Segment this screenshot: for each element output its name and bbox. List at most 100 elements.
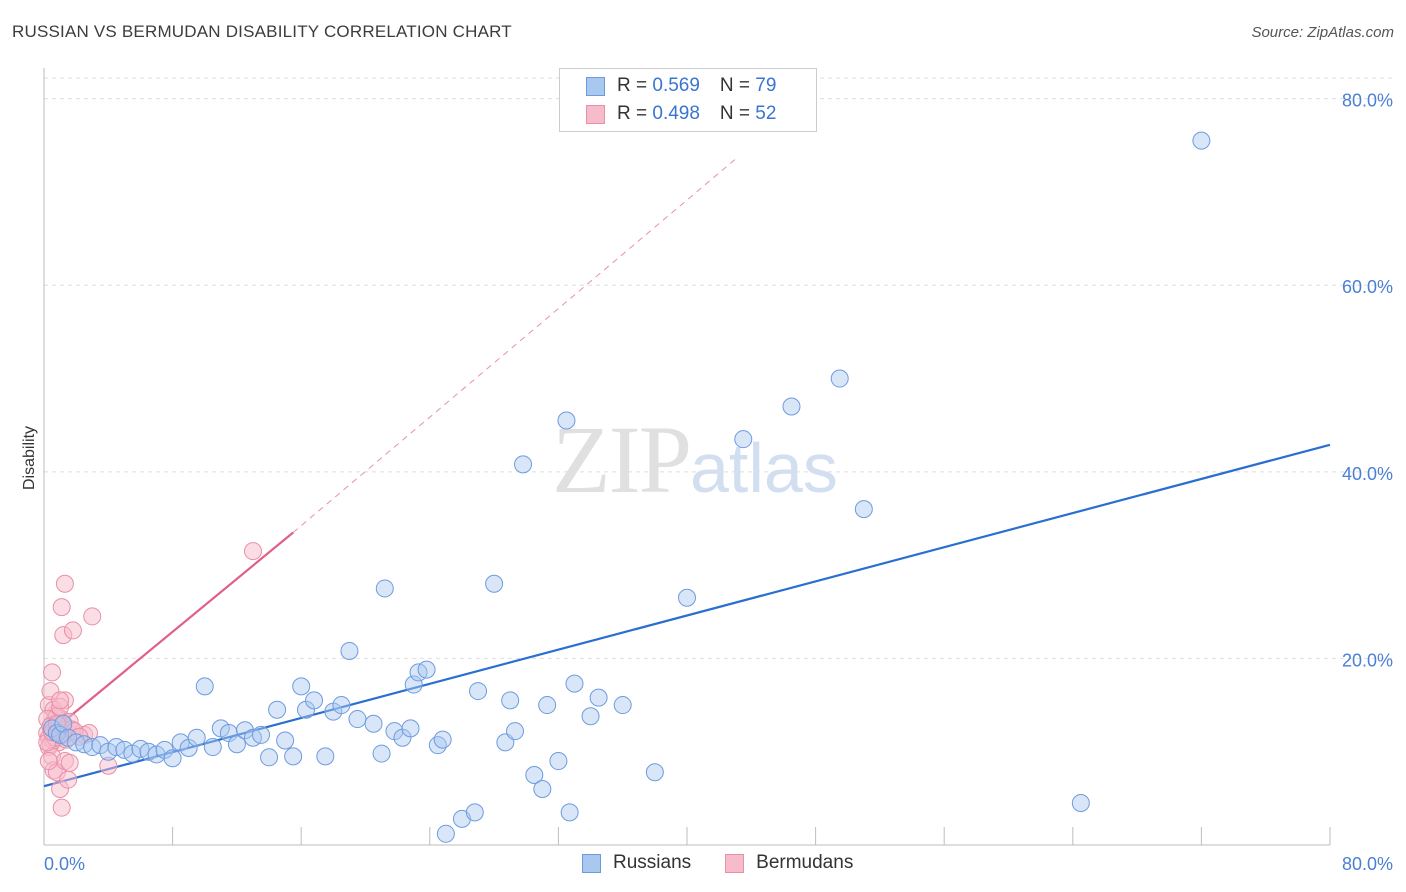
russians-point bbox=[485, 574, 504, 593]
russians-point bbox=[465, 803, 484, 822]
russians-point bbox=[340, 641, 359, 660]
russians-point bbox=[514, 455, 533, 474]
legend-r-value: 0.569 bbox=[652, 75, 700, 96]
legend-swatch-bermudans bbox=[586, 104, 605, 124]
russians-point bbox=[505, 722, 524, 741]
chart-title: RUSSIAN VS BERMUDAN DISABILITY CORRELATI… bbox=[12, 22, 512, 41]
legend-swatch-russians bbox=[586, 76, 605, 96]
russians-point bbox=[276, 731, 295, 750]
russians-point bbox=[372, 744, 391, 763]
bermudans-point bbox=[243, 542, 262, 561]
bermudans-point bbox=[39, 752, 58, 771]
series-swatch-bermudans bbox=[725, 853, 745, 873]
russians-point bbox=[1071, 794, 1090, 813]
russians-point bbox=[501, 691, 520, 710]
legend-n-label: N = bbox=[719, 103, 756, 124]
russians-point bbox=[268, 700, 287, 719]
russians-point bbox=[645, 763, 664, 782]
russians-point bbox=[436, 824, 455, 843]
russians-point bbox=[854, 500, 873, 519]
russians-point bbox=[292, 677, 311, 696]
legend-row-russians: R = 0.569 N = 79 bbox=[586, 75, 776, 97]
russians-point bbox=[469, 682, 488, 701]
bermudans-trend-line bbox=[43, 531, 294, 739]
russians-point bbox=[260, 748, 279, 767]
bermudans-point bbox=[59, 770, 78, 789]
x-tick-label: 0.0% bbox=[44, 854, 85, 874]
series-legend-bermudans[interactable]: Bermudans bbox=[725, 852, 853, 874]
legend: R = 0.569 N = 79 R = 0.498 N = 52 bbox=[559, 68, 817, 132]
data-points bbox=[38, 131, 1211, 843]
legend-n-label: N = bbox=[719, 75, 756, 96]
russians-point bbox=[565, 674, 584, 693]
y-axis-label: Disability bbox=[21, 426, 38, 490]
russians-point bbox=[734, 430, 753, 449]
russians-point bbox=[375, 579, 394, 598]
y-tick-label: 20.0% bbox=[1342, 650, 1393, 670]
legend-n-value: 79 bbox=[755, 75, 777, 96]
series-label-bermudans: Bermudans bbox=[756, 852, 854, 873]
watermark: ZIPatlas bbox=[552, 404, 838, 515]
russians-point bbox=[525, 766, 544, 785]
russians-point bbox=[589, 688, 608, 707]
russians-point bbox=[227, 735, 246, 754]
legend-r-label: R = bbox=[617, 75, 653, 96]
y-tick-label: 40.0% bbox=[1342, 464, 1393, 484]
bermudans-point bbox=[83, 607, 102, 626]
russians-point bbox=[364, 714, 383, 733]
russians-point bbox=[284, 747, 303, 766]
russians-point bbox=[417, 660, 436, 679]
russians-point bbox=[613, 696, 632, 715]
russians-point bbox=[678, 588, 696, 607]
russians-point bbox=[557, 411, 576, 430]
watermark-atlas: atlas bbox=[690, 429, 838, 507]
series-label-russians: Russians bbox=[613, 852, 692, 873]
russians-point bbox=[549, 752, 568, 771]
series-legend-russians[interactable]: Russians bbox=[582, 852, 691, 874]
legend-n-value: 52 bbox=[755, 103, 777, 124]
chart-source: Source: ZipAtlas.com bbox=[1251, 24, 1394, 41]
bermudans-point bbox=[43, 663, 62, 682]
russians-point bbox=[560, 803, 579, 822]
russians-point bbox=[203, 738, 222, 757]
russians-point bbox=[533, 780, 552, 799]
bermudans-point bbox=[63, 621, 82, 640]
russians-trend-line bbox=[43, 443, 1331, 788]
russians-point bbox=[404, 675, 423, 694]
russians-point bbox=[305, 691, 324, 710]
russians-point bbox=[433, 730, 452, 749]
bermudans-point bbox=[99, 756, 118, 775]
watermark-zip: ZIP bbox=[552, 406, 692, 513]
russians-point bbox=[316, 747, 335, 766]
series-legend: Russians Bermudans bbox=[582, 852, 887, 874]
russians-point bbox=[428, 736, 447, 755]
legend-row-bermudans: R = 0.498 N = 52 bbox=[586, 103, 776, 125]
russians-point bbox=[830, 369, 849, 388]
russians-point bbox=[348, 710, 367, 729]
russians-point bbox=[332, 696, 351, 715]
bermudans-point bbox=[55, 574, 74, 593]
y-tick-label: 60.0% bbox=[1342, 277, 1393, 297]
trend-lines bbox=[43, 158, 1331, 788]
series-swatch-russians bbox=[582, 853, 601, 873]
bermudans-point bbox=[51, 691, 70, 710]
bermudans-point bbox=[60, 753, 79, 772]
russians-point bbox=[187, 728, 206, 747]
russians-point bbox=[1192, 131, 1211, 150]
russians-point bbox=[401, 719, 420, 738]
russians-point bbox=[252, 725, 271, 744]
russians-point bbox=[163, 749, 182, 768]
russians-point bbox=[581, 707, 600, 726]
x-tick-label: 80.0% bbox=[1342, 854, 1393, 874]
russians-point bbox=[782, 397, 801, 416]
russians-point bbox=[54, 714, 73, 733]
russians-point bbox=[47, 724, 66, 743]
legend-r-label: R = bbox=[617, 103, 653, 124]
legend-r-value: 0.498 bbox=[652, 103, 700, 124]
bermudans-trend-extension bbox=[292, 158, 736, 533]
bermudans-point bbox=[52, 598, 71, 617]
y-tick-label: 80.0% bbox=[1342, 91, 1393, 111]
tick-labels: 20.0% 40.0% 60.0% 80.0% 0.0% 80.0% bbox=[44, 91, 1393, 874]
russians-point bbox=[195, 677, 214, 696]
